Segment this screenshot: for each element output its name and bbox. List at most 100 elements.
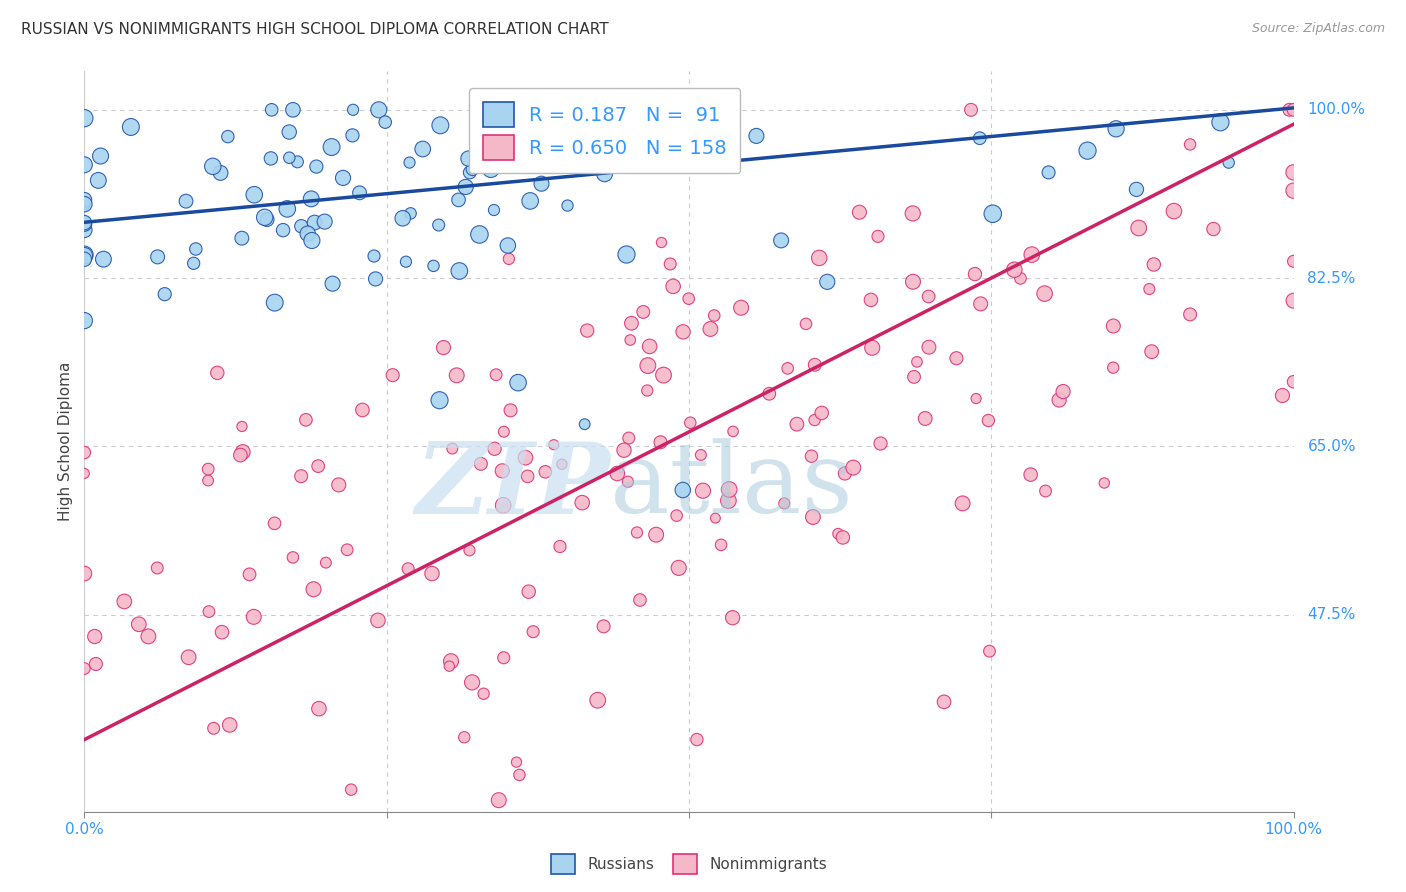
Point <box>1002 262 1025 277</box>
Point <box>969 297 991 311</box>
Point <box>745 128 768 143</box>
Point <box>638 339 661 353</box>
Point <box>439 659 461 673</box>
Point <box>848 205 870 219</box>
Point <box>804 358 827 372</box>
Point <box>73 249 96 263</box>
Point <box>218 718 240 732</box>
Point <box>1076 144 1098 158</box>
Point <box>1282 254 1305 268</box>
Point <box>717 493 740 508</box>
Point <box>519 194 541 208</box>
Point <box>859 293 882 307</box>
Point <box>278 125 301 139</box>
Text: ZIP: ZIP <box>415 438 610 534</box>
Point <box>297 227 319 241</box>
Point <box>808 251 831 265</box>
Point <box>399 206 422 220</box>
Point <box>866 229 889 244</box>
Point <box>263 295 285 310</box>
Point <box>710 538 733 552</box>
Point <box>197 474 219 488</box>
Point <box>831 531 853 545</box>
Point <box>177 650 200 665</box>
Point <box>202 721 225 735</box>
Point <box>308 701 330 715</box>
Point <box>499 403 522 417</box>
Point <box>672 483 695 497</box>
Point <box>842 460 865 475</box>
Point <box>801 510 824 524</box>
Point <box>492 425 515 439</box>
Point <box>1021 247 1043 261</box>
Point <box>84 657 107 671</box>
Point <box>593 167 616 181</box>
Point <box>232 445 254 459</box>
Point <box>304 215 326 229</box>
Point <box>576 324 599 338</box>
Point <box>1278 103 1301 117</box>
Point <box>770 234 793 248</box>
Point <box>322 277 344 291</box>
Point <box>492 498 515 512</box>
Point <box>703 309 725 323</box>
Point <box>905 355 928 369</box>
Point <box>396 562 419 576</box>
Point <box>914 411 936 425</box>
Point <box>253 211 276 225</box>
Point <box>678 292 700 306</box>
Point <box>620 316 643 330</box>
Point <box>619 333 641 347</box>
Point <box>73 252 96 267</box>
Point <box>73 111 96 125</box>
Point <box>773 496 796 510</box>
Point <box>299 192 322 206</box>
Point <box>617 475 640 489</box>
Point <box>1137 282 1160 296</box>
Point <box>704 511 727 525</box>
Point <box>440 654 463 668</box>
Point <box>668 561 690 575</box>
Point <box>665 123 688 137</box>
Point <box>472 687 495 701</box>
Point <box>128 617 150 632</box>
Point <box>290 219 312 234</box>
Point <box>516 469 538 483</box>
Point <box>568 130 591 145</box>
Point <box>290 469 312 483</box>
Text: 65.0%: 65.0% <box>1308 439 1355 454</box>
Point <box>153 287 176 301</box>
Point <box>690 144 713 158</box>
Point <box>636 384 658 398</box>
Point <box>718 483 741 497</box>
Point <box>903 370 925 384</box>
Point <box>506 376 529 390</box>
Point <box>626 525 648 540</box>
Point <box>231 419 253 434</box>
Point <box>869 436 891 450</box>
Point <box>1271 388 1294 402</box>
Point <box>901 206 924 220</box>
Point <box>834 467 856 481</box>
Point <box>138 629 160 643</box>
Point <box>93 252 115 267</box>
Point <box>73 840 96 855</box>
Point <box>307 459 329 474</box>
Point <box>87 173 110 187</box>
Point <box>73 662 96 676</box>
Point <box>721 611 744 625</box>
Point <box>1282 184 1305 198</box>
Point <box>207 366 229 380</box>
Point <box>1209 115 1232 129</box>
Point <box>271 223 294 237</box>
Legend: Russians, Nonimmigrants: Russians, Nonimmigrants <box>544 848 834 880</box>
Point <box>633 305 655 319</box>
Point <box>672 325 695 339</box>
Point <box>969 131 991 145</box>
Point <box>616 247 638 261</box>
Point <box>1202 222 1225 236</box>
Point <box>83 630 105 644</box>
Point <box>302 582 325 597</box>
Point <box>112 594 135 608</box>
Point <box>256 212 278 227</box>
